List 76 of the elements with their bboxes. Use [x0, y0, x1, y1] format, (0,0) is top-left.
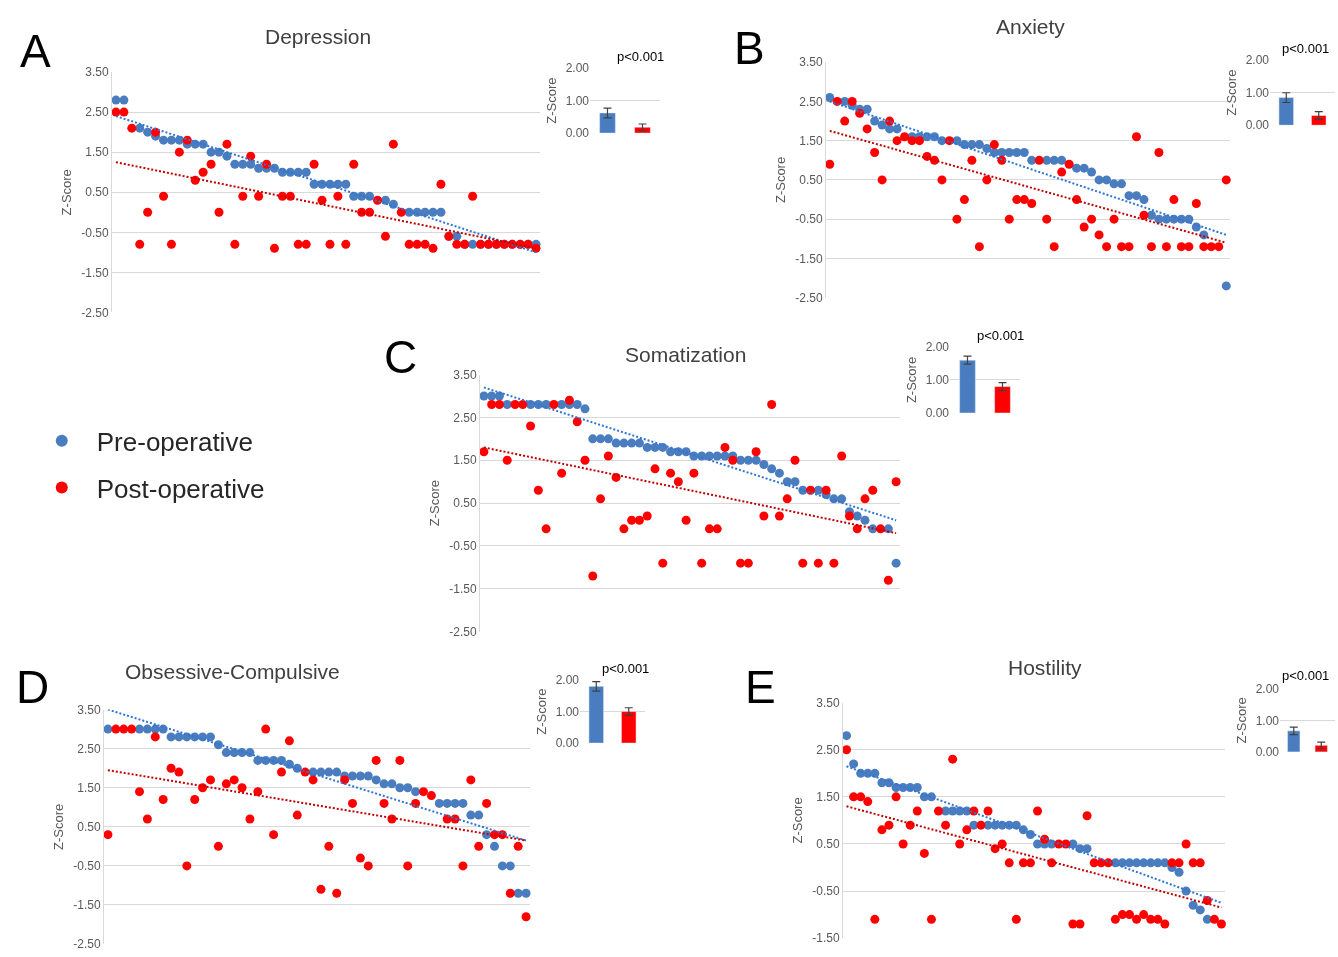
y-tick-label: 1.00: [565, 93, 590, 108]
text: p<0.001: [1282, 668, 1330, 683]
y-tick-label: -2.50: [795, 290, 823, 305]
y-axis-title: Z-Score: [533, 688, 549, 735]
y-tick-label: 2.00: [1255, 682, 1280, 697]
text: B: [734, 22, 765, 74]
chart-title: Somatization: [625, 343, 747, 366]
y-tick-label: 1.50: [799, 133, 823, 148]
y-tick-label: 2.50: [453, 410, 477, 425]
y-tick-label: 0.00: [565, 126, 590, 141]
y-axis-title: Z-Score: [427, 480, 443, 527]
legend-label: Pre-operative: [96, 426, 253, 457]
y-tick-label: -0.50: [795, 212, 823, 227]
y-axis-title: Z-Score: [1223, 69, 1239, 116]
text: p<0.001: [602, 661, 650, 676]
y-tick-label: 0.00: [1255, 745, 1280, 760]
y-axis-title: Z-Score: [773, 156, 789, 204]
y-tick-label: 2.50: [799, 94, 823, 109]
y-tick-label: 0.00: [1245, 118, 1270, 133]
y-tick-label: 3.50: [85, 65, 109, 80]
y-tick-label: 2.50: [816, 742, 840, 757]
y-tick-label: -1.50: [81, 265, 109, 280]
y-tick-label: 1.00: [1245, 85, 1270, 100]
y-tick-label: -0.50: [812, 884, 840, 899]
text: p<0.001: [1282, 41, 1330, 56]
y-tick-label: 2.00: [1245, 53, 1270, 68]
y-tick-label: -0.50: [81, 225, 109, 240]
text: E: [745, 661, 776, 713]
y-tick-label: 3.50: [816, 695, 840, 710]
y-tick-label: 3.50: [453, 367, 477, 382]
y-tick-label: 3.50: [799, 55, 823, 70]
legend-label: Post-operative: [96, 473, 265, 504]
y-tick-label: 2.00: [555, 673, 580, 688]
y-tick-label: -2.50: [73, 937, 101, 952]
y-tick-label: 0.50: [85, 185, 109, 200]
y-tick-label: 0.00: [925, 406, 950, 421]
y-tick-label: -0.50: [449, 539, 477, 554]
chart-title: Anxiety: [996, 15, 1066, 38]
y-tick-label: 2.50: [77, 741, 101, 756]
y-tick-label: -0.50: [73, 859, 101, 874]
y-axis-title: Z-Score: [1233, 697, 1249, 744]
chart-title: Obsessive-Compulsive: [125, 660, 340, 683]
y-tick-label: -1.50: [795, 251, 823, 266]
y-tick-label: 1.50: [816, 790, 840, 805]
y-tick-label: 3.50: [77, 702, 101, 717]
y-axis-title: Z-Score: [790, 797, 806, 844]
y-axis-title: Z-Score: [59, 169, 75, 216]
y-tick-label: 0.00: [555, 736, 580, 751]
y-axis-title: Z-Score: [51, 803, 67, 850]
text: p<0.001: [617, 49, 665, 64]
y-tick-label: 0.50: [816, 837, 840, 852]
y-tick-label: 0.50: [453, 496, 477, 511]
y-tick-label: 1.00: [555, 704, 580, 719]
y-tick-label: -1.50: [73, 898, 101, 913]
y-tick-label: -2.50: [449, 624, 477, 639]
y-tick-label: 2.00: [925, 340, 950, 355]
y-tick-label: -2.50: [81, 305, 109, 320]
y-tick-label: -1.50: [449, 582, 477, 597]
chart-title: Depression: [265, 25, 372, 48]
y-tick-label: 0.50: [799, 173, 823, 188]
y-tick-label: 2.50: [85, 105, 109, 120]
text: p<0.001: [977, 328, 1025, 343]
y-tick-label: 1.50: [453, 453, 477, 468]
y-tick-label: -1.50: [812, 931, 840, 946]
y-tick-label: 1.50: [85, 145, 109, 160]
y-tick-label: 2.00: [565, 61, 590, 76]
text: D: [16, 661, 50, 713]
y-axis-title: Z-Score: [903, 356, 919, 404]
y-tick-label: 1.00: [925, 373, 950, 388]
y-axis-title: Z-Score: [543, 77, 559, 124]
y-tick-label: 0.50: [77, 820, 101, 835]
text: C: [384, 331, 418, 383]
chart-title: Hostility: [1008, 656, 1083, 679]
text: A: [20, 25, 51, 77]
y-tick-label: 1.50: [77, 780, 101, 795]
y-tick-label: 1.00: [1255, 713, 1280, 728]
